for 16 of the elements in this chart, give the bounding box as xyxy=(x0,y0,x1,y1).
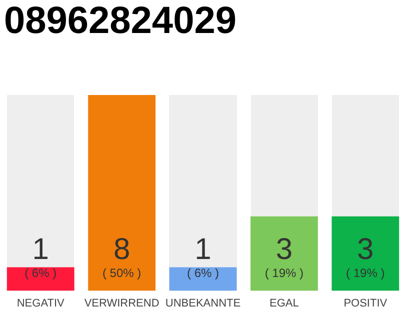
chart-title: 08962824029 xyxy=(4,0,236,43)
data-label: ( 50% ) xyxy=(102,266,142,280)
x-tick-label: NEGATIV xyxy=(16,297,65,310)
x-tick-label: VERWIRREND xyxy=(84,297,160,310)
annotation: 8 xyxy=(113,232,130,266)
data-label: ( 6% ) xyxy=(186,266,220,280)
annotation: 1 xyxy=(194,232,212,266)
annotation: 3 xyxy=(276,232,293,266)
data-label: ( 19% ) xyxy=(264,266,304,280)
data-label: ( 6% ) xyxy=(24,266,57,280)
x-tick-label: POSITIV xyxy=(344,297,388,310)
x-tick-label: EGAL xyxy=(270,297,299,310)
x-tick-label: UNBEKANNTE xyxy=(165,297,241,310)
data-label: ( 19% ) xyxy=(346,266,385,280)
annotation: 1 xyxy=(32,232,49,266)
annotation: 3 xyxy=(357,232,374,266)
